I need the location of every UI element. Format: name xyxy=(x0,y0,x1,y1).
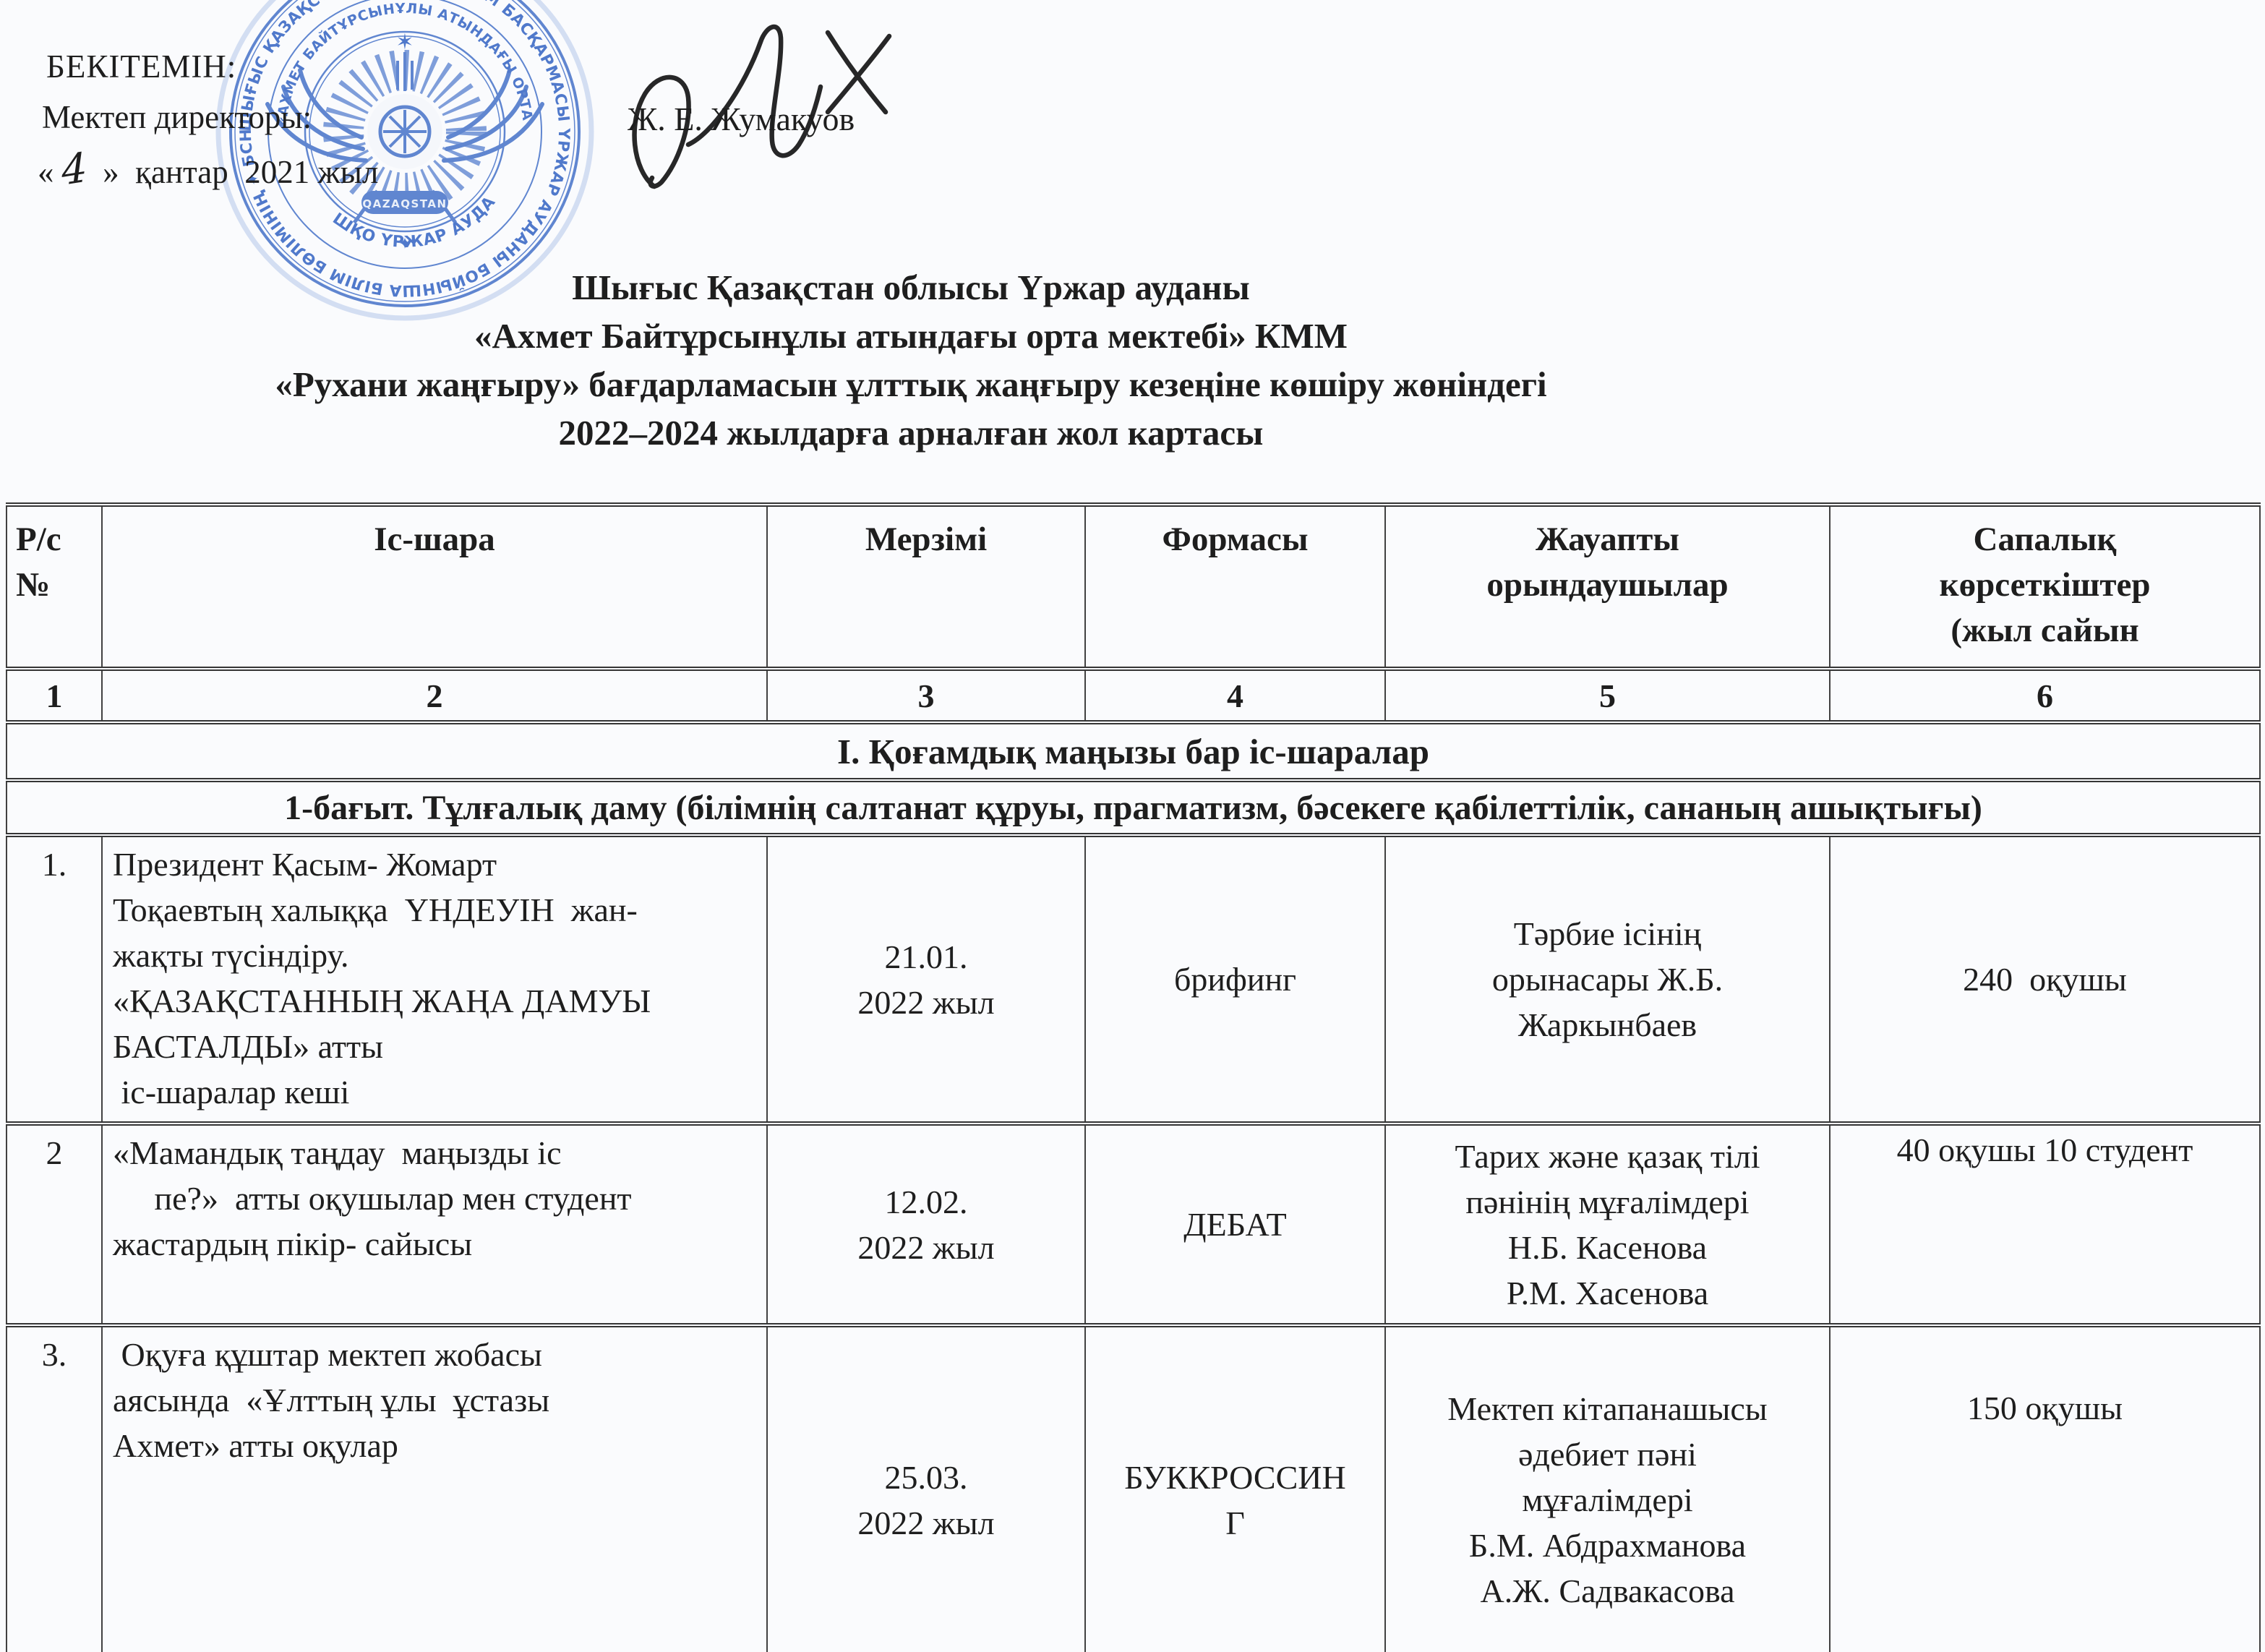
cell-indicator: 150 оқушы xyxy=(1829,1323,2261,1652)
section-row: І. Қоғамдық маңызы бар іс-шаралар xyxy=(6,720,2261,782)
roadmap-table: Р/с № Іс-шара Мерзімі Формасы Жауапты ор… xyxy=(6,502,2261,1652)
section-title: І. Қоғамдық маңызы бар іс-шаралар xyxy=(6,720,2261,782)
approval-date: «4 » қантар 2021 жыл xyxy=(38,144,379,195)
date-rest: » қантар 2021 жыл xyxy=(103,154,379,190)
cell-form: брифинг xyxy=(1084,833,1386,1126)
column-header-responsible: Жауапты орындаушылар xyxy=(1384,502,1831,671)
director-label: Мектеп директоры: xyxy=(42,99,312,135)
cell-number: 3. xyxy=(6,1323,103,1652)
cell-number: 2 xyxy=(6,1121,103,1327)
column-number-5: 5 xyxy=(1384,667,1831,724)
column-numbers-row: 1 2 3 4 5 6 xyxy=(6,667,2261,724)
cell-indicator: 40 оқушы 10 студент xyxy=(1829,1121,2261,1327)
column-number-1: 1 xyxy=(6,667,103,724)
table-row: 1. Президент Қасым- Жомарт Тоқаевтың хал… xyxy=(6,833,2261,1126)
cell-date: 12.02. 2022 жыл xyxy=(766,1121,1086,1327)
table-row: 2 «Мамандық таңдау маңызды іс пе?» атты … xyxy=(6,1121,2261,1327)
title-line-2: «Ахмет Байтұрсынұлы атындағы орта мектеб… xyxy=(474,316,1348,356)
column-number-3: 3 xyxy=(766,667,1086,724)
seal-bottom-ornament-icon: ✦ xyxy=(398,235,411,253)
column-header-number: Р/с № xyxy=(6,502,103,671)
column-number-4: 4 xyxy=(1084,667,1386,724)
cell-date: 25.03. 2022 жыл xyxy=(766,1323,1086,1652)
cell-number: 1. xyxy=(6,833,103,1126)
cell-indicator: 240 оқушы xyxy=(1829,833,2261,1126)
handwritten-day: 4 xyxy=(60,144,88,195)
document-title: Шығыс Қазақстан облысы Үржар ауданы «Ахм… xyxy=(0,263,1822,457)
director-name: Ж. Е. Жумакуов xyxy=(628,100,855,137)
title-line-4: 2022–2024 жылдарға арналған жол картасы xyxy=(558,413,1264,453)
cell-form: БУККРОССИН Г xyxy=(1084,1323,1386,1652)
cell-event: Президент Қасым- Жомарт Тоқаевтың халыққ… xyxy=(101,833,768,1126)
cell-responsible: Тарих және қазақ тілі пәнінің мұғалімдер… xyxy=(1384,1121,1831,1327)
direction-title: 1-бағыт. Тұлғалық даму (білімнің салтана… xyxy=(6,778,2261,837)
column-header-indicator: Сапалық көрсеткіштер (жыл сайын xyxy=(1829,502,2261,671)
cell-responsible: Мектеп кітапанашысы әдебиет пәні мұғалім… xyxy=(1384,1323,1831,1652)
date-open-quote: « xyxy=(38,154,54,190)
column-header-form: Формасы xyxy=(1084,502,1386,671)
seal-star-icon: ✶ xyxy=(395,30,414,55)
cell-date: 21.01. 2022 жыл xyxy=(766,833,1086,1126)
director-signature-icon xyxy=(632,24,892,189)
cell-responsible: Тәрбие ісінің орынасары Ж.Б. Жаркынбаев xyxy=(1384,833,1831,1126)
approval-label: БЕКІТЕМІН: xyxy=(46,48,237,85)
column-header-date: Мерзімі xyxy=(766,502,1086,671)
direction-row: 1-бағыт. Тұлғалық даму (білімнің салтана… xyxy=(6,778,2261,837)
header-row: Р/с № Іс-шара Мерзімі Формасы Жауапты ор… xyxy=(6,502,2261,671)
seal-banner-text: QAZAQSTAN xyxy=(362,197,447,210)
cell-event: Оқуға құштар мектеп жобасы аясында «Ұлтт… xyxy=(101,1323,768,1652)
official-seal-icon: ✶ ✦ QAZAQSTAN ШЫҒЫС ҚАЗАҚСТАН ОБЛЫСЫ БІЛ… xyxy=(123,0,594,321)
cell-form: ДЕБАТ xyxy=(1084,1121,1386,1327)
column-number-2: 2 xyxy=(101,667,768,724)
column-header-event: Іс-шара xyxy=(101,502,768,671)
title-line-1: Шығыс Қазақстан облысы Үржар ауданы xyxy=(572,268,1250,307)
title-line-3: «Рухани жаңғыру» бағдарламасын ұлттық жа… xyxy=(275,364,1547,404)
cell-event: «Мамандық таңдау маңызды іс пе?» атты оқ… xyxy=(101,1121,768,1327)
table-row: 3. Оқуға құштар мектеп жобасы аясында «Ұ… xyxy=(6,1323,2261,1652)
column-number-6: 6 xyxy=(1829,667,2261,724)
